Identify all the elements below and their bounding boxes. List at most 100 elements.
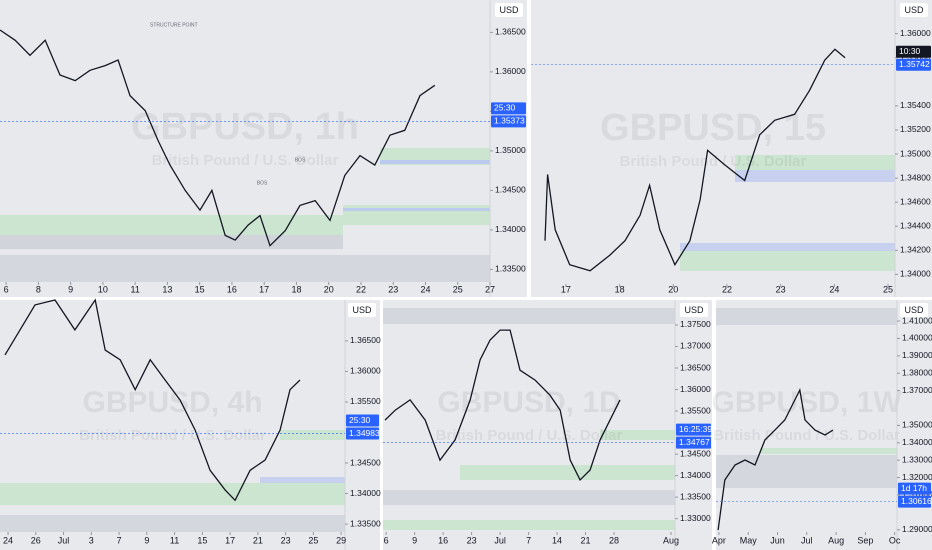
x-tick-label: 23 bbox=[467, 535, 477, 545]
y-tick-label: 1.36000 bbox=[495, 66, 526, 76]
last-price-box bbox=[491, 115, 526, 128]
y-tick-label: 1.34200 bbox=[900, 245, 931, 255]
y-tick-label: 1.34000 bbox=[680, 470, 711, 480]
panel: GBPUSD, 4h British Pound / U.S. Dollar USD… bbox=[0, 298, 381, 550]
y-tick-label: 1.34400 bbox=[900, 220, 931, 230]
zone bbox=[716, 455, 897, 488]
x-tick-label: Aug bbox=[828, 535, 844, 545]
last-price-label: 1.35373 bbox=[494, 116, 525, 126]
y-tick-label: 1.36500 bbox=[495, 27, 526, 37]
countdown-label: 25:30 bbox=[349, 415, 371, 425]
y-tick-label: 1.33500 bbox=[680, 491, 711, 501]
countdown-box bbox=[896, 45, 931, 58]
y-tick-label: 1.36000 bbox=[350, 366, 381, 376]
countdown-label: 10:30 bbox=[899, 46, 921, 56]
x-tick-label: Jul bbox=[58, 535, 70, 545]
y-tick-label: 1.35500 bbox=[350, 396, 381, 406]
x-tick-label: 23 bbox=[776, 284, 786, 294]
y-tick-label: 1.35000 bbox=[495, 145, 526, 155]
annotation: BOS bbox=[295, 157, 306, 163]
x-tick-label: Aug bbox=[663, 535, 679, 545]
zone bbox=[0, 215, 343, 235]
currency-label: USD bbox=[904, 5, 924, 15]
y-tick-label: 1.36500 bbox=[680, 362, 711, 372]
x-tick-label: 27 bbox=[485, 284, 495, 294]
x-tick-label: Jun bbox=[770, 535, 785, 545]
panel: GBPUSD, 1D British Pound / U.S. Dollar USD… bbox=[383, 300, 712, 550]
x-tick-label: 24 bbox=[3, 535, 13, 545]
countdown-label: 1d 17h bbox=[901, 483, 927, 493]
countdown-box bbox=[898, 482, 931, 495]
x-tick-label: 18 bbox=[615, 284, 625, 294]
zone bbox=[343, 208, 490, 211]
x-tick-label: 29 bbox=[336, 535, 346, 545]
watermark-title: GBPUSD, 4h bbox=[82, 386, 262, 419]
y-tick-label: 1.35400 bbox=[900, 100, 931, 110]
y-tick-label: 1.35500 bbox=[680, 405, 711, 415]
y-tick-label: 1.41000 bbox=[902, 315, 932, 325]
currency-box bbox=[900, 3, 928, 17]
countdown-box bbox=[676, 423, 711, 436]
x-tick-label: 21 bbox=[581, 535, 591, 545]
y-tick-label: 1.36000 bbox=[900, 28, 931, 38]
last-price-label: 1.34983 bbox=[349, 428, 380, 438]
y-tick-label: 1.33000 bbox=[680, 513, 711, 523]
currency-label: USD bbox=[352, 305, 372, 315]
y-tick-label: 1.33500 bbox=[495, 264, 526, 274]
currency-box bbox=[495, 3, 523, 17]
y-tick-label: 1.34000 bbox=[495, 224, 526, 234]
x-tick-label: 21 bbox=[253, 535, 263, 545]
price-line bbox=[384, 329, 621, 481]
x-tick-label: 18 bbox=[291, 284, 301, 294]
x-tick-label: 3 bbox=[89, 535, 94, 545]
y-tick-label: 1.29000 bbox=[902, 524, 932, 534]
zone bbox=[383, 520, 675, 530]
y-tick-label: 1.34800 bbox=[900, 172, 931, 182]
x-tick-label: 25 bbox=[453, 284, 463, 294]
countdown-label: 25:30 bbox=[494, 103, 516, 113]
panel-background bbox=[383, 300, 712, 550]
zone bbox=[380, 160, 490, 164]
x-tick-label: 23 bbox=[281, 535, 291, 545]
x-tick-label: 24 bbox=[420, 284, 430, 294]
x-tick-label: 17 bbox=[225, 535, 235, 545]
y-tick-label: 1.38000 bbox=[902, 367, 932, 377]
zone bbox=[0, 255, 490, 282]
x-tick-label: 9 bbox=[68, 284, 73, 294]
watermark-subtitle: British Pound / U.S. Dollar bbox=[620, 153, 807, 170]
watermark-subtitle: British Pound / U.S. Dollar bbox=[79, 427, 266, 444]
zone bbox=[760, 448, 897, 454]
last-price-label: 1.35742 bbox=[899, 59, 930, 69]
x-tick-label: 8 bbox=[36, 284, 41, 294]
y-tick-label: 1.37000 bbox=[902, 385, 932, 395]
currency-box bbox=[680, 303, 708, 317]
zone bbox=[383, 308, 675, 324]
last-price-box bbox=[676, 436, 711, 449]
x-tick-label: 17 bbox=[259, 284, 269, 294]
x-tick-label: 11 bbox=[130, 284, 139, 294]
y-tick-label: 1.36500 bbox=[350, 335, 381, 345]
zone bbox=[0, 235, 343, 249]
price-line bbox=[4, 298, 301, 502]
x-tick-label: 17 bbox=[561, 284, 571, 294]
x-tick-label: 6 bbox=[4, 284, 9, 294]
y-tick-label: 1.35000 bbox=[900, 148, 931, 158]
y-tick-label: 1.37000 bbox=[680, 341, 711, 351]
zone bbox=[260, 477, 345, 483]
y-tick-label: 1.40000 bbox=[902, 333, 932, 343]
zone bbox=[680, 243, 895, 251]
x-tick-label: Jul bbox=[801, 535, 813, 545]
zone bbox=[280, 430, 345, 440]
last-price-box bbox=[898, 495, 931, 508]
x-tick-label: 13 bbox=[162, 284, 172, 294]
countdown-label: 16:25:39 bbox=[679, 424, 712, 434]
y-tick-label: 1.34000 bbox=[902, 437, 932, 447]
y-tick-label: 1.34500 bbox=[495, 185, 526, 195]
y-tick-label: 1.35000 bbox=[902, 420, 932, 430]
currency-label: USD bbox=[684, 305, 704, 315]
panel-background bbox=[716, 300, 932, 550]
countdown-box bbox=[491, 102, 526, 115]
x-tick-label: 9 bbox=[144, 535, 149, 545]
